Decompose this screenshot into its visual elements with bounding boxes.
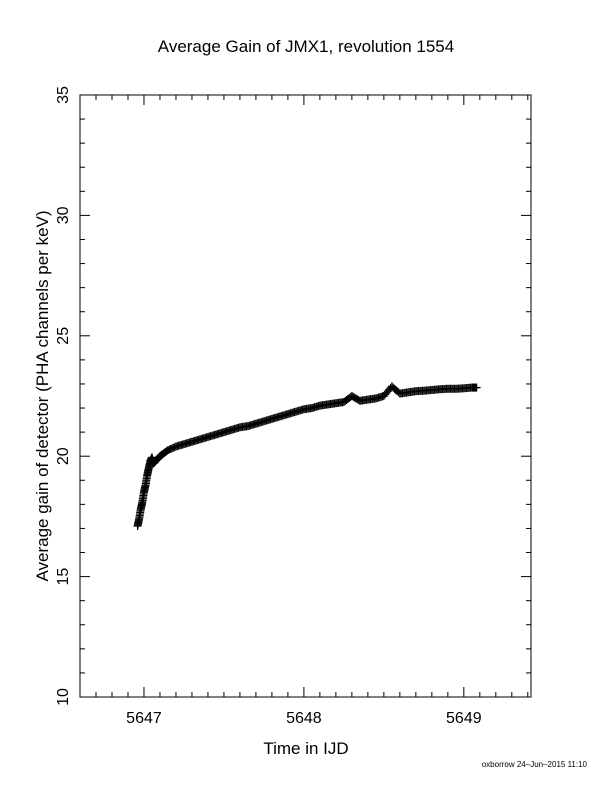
x-tick-label: 5649 xyxy=(446,710,482,727)
x-axis-tick-labels: 5647 5648 5649 xyxy=(126,710,482,727)
y-tick-label: 15 xyxy=(55,568,72,586)
y-tick-label: 35 xyxy=(55,86,72,104)
y-tick-label: 30 xyxy=(55,206,72,224)
chart-title: Average Gain of JMX1, revolution 1554 xyxy=(158,37,454,56)
y-axis-ticks xyxy=(80,94,531,698)
data-point xyxy=(472,383,481,392)
y-tick-label: 25 xyxy=(55,327,72,345)
y-tick-label: 20 xyxy=(55,447,72,465)
x-axis-label: Time in IJD xyxy=(263,739,348,758)
footer-stamp: oxborrow 24–Jun–2015 11:10 xyxy=(482,760,588,769)
x-axis-ticks xyxy=(79,95,529,697)
x-tick-label: 5648 xyxy=(286,710,322,727)
y-axis-label: Average gain of detector (PHA channels p… xyxy=(33,210,52,581)
y-axis-tick-labels: 10 15 20 25 30 35 xyxy=(55,86,72,706)
data-series xyxy=(133,382,481,531)
y-tick-label: 10 xyxy=(55,688,72,706)
x-tick-label: 5647 xyxy=(126,710,162,727)
plot-frame xyxy=(79,94,532,698)
